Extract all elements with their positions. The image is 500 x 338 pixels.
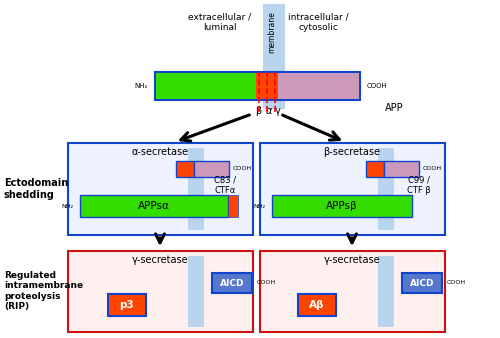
Bar xyxy=(188,148,204,230)
Text: COOH: COOH xyxy=(367,83,388,89)
Text: NH₂: NH₂ xyxy=(253,203,265,209)
Text: Ectodomain
shedding: Ectodomain shedding xyxy=(4,178,68,200)
Text: Aβ: Aβ xyxy=(309,300,325,310)
Text: NH₂: NH₂ xyxy=(134,83,148,89)
Text: membrane: membrane xyxy=(268,11,276,53)
Text: APPsα: APPsα xyxy=(138,201,170,211)
Text: intracellular /
cytosolic: intracellular / cytosolic xyxy=(288,12,348,32)
Text: COOH: COOH xyxy=(447,281,466,286)
Text: C99 /
CTF β: C99 / CTF β xyxy=(407,175,431,195)
Text: γ: γ xyxy=(275,106,281,116)
Bar xyxy=(188,256,204,327)
Bar xyxy=(256,73,278,99)
Bar xyxy=(263,4,285,109)
Bar xyxy=(278,73,359,99)
Bar xyxy=(176,161,194,177)
Text: COOH: COOH xyxy=(233,167,252,171)
Text: β: β xyxy=(255,106,261,116)
Bar xyxy=(155,72,360,100)
Bar xyxy=(108,294,146,316)
Text: NH₂: NH₂ xyxy=(61,203,73,209)
Bar xyxy=(194,161,229,177)
Bar xyxy=(272,195,412,217)
Bar xyxy=(378,148,394,230)
Text: APPsβ: APPsβ xyxy=(326,201,358,211)
Text: γ-secretase: γ-secretase xyxy=(324,255,380,265)
Bar xyxy=(68,143,253,235)
Bar xyxy=(80,195,228,217)
Text: AICD: AICD xyxy=(220,279,244,288)
Bar xyxy=(260,143,445,235)
Bar xyxy=(402,273,442,293)
Text: p3: p3 xyxy=(120,300,134,310)
Text: Regulated
intramembrane
proteolysis
(RIP): Regulated intramembrane proteolysis (RIP… xyxy=(4,271,83,311)
Text: β-secretase: β-secretase xyxy=(324,147,380,157)
Bar xyxy=(212,273,252,293)
Text: C83 /
CTFα: C83 / CTFα xyxy=(214,175,236,195)
Text: α: α xyxy=(266,106,272,116)
Text: γ-secretase: γ-secretase xyxy=(132,255,188,265)
Text: COOH: COOH xyxy=(257,281,276,286)
Text: APP: APP xyxy=(385,103,404,113)
Bar xyxy=(68,251,253,332)
Text: extracellular /
luminal: extracellular / luminal xyxy=(188,12,252,32)
Bar xyxy=(156,73,256,99)
Bar xyxy=(228,195,238,217)
Bar xyxy=(366,161,384,177)
Bar xyxy=(378,256,394,327)
Text: COOH: COOH xyxy=(423,167,442,171)
Bar xyxy=(260,251,445,332)
Text: α-secretase: α-secretase xyxy=(132,147,188,157)
Bar xyxy=(384,161,419,177)
Text: AICD: AICD xyxy=(410,279,434,288)
Bar xyxy=(298,294,336,316)
